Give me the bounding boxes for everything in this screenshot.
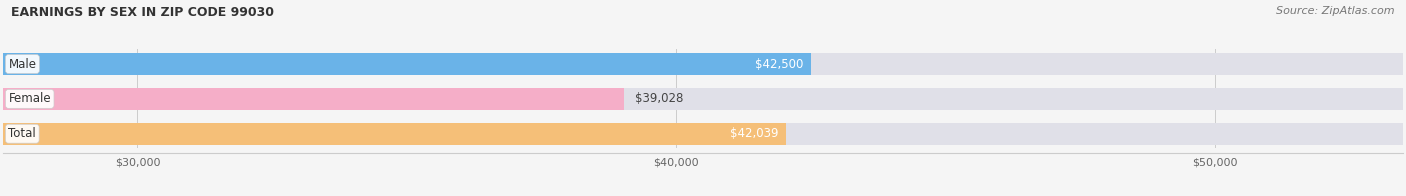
- Text: $42,500: $42,500: [755, 58, 804, 71]
- Bar: [3, 123, 786, 144]
- Bar: [3, 53, 811, 75]
- Text: $39,028: $39,028: [636, 92, 683, 105]
- Text: Total: Total: [8, 127, 37, 140]
- Bar: [3, 123, 1403, 144]
- Bar: [3, 88, 1403, 110]
- Text: Source: ZipAtlas.com: Source: ZipAtlas.com: [1277, 6, 1395, 16]
- Bar: [3, 88, 624, 110]
- Text: Male: Male: [8, 58, 37, 71]
- Bar: [3, 53, 1403, 75]
- Text: Female: Female: [8, 92, 51, 105]
- Text: $42,039: $42,039: [730, 127, 779, 140]
- Text: EARNINGS BY SEX IN ZIP CODE 99030: EARNINGS BY SEX IN ZIP CODE 99030: [11, 6, 274, 19]
